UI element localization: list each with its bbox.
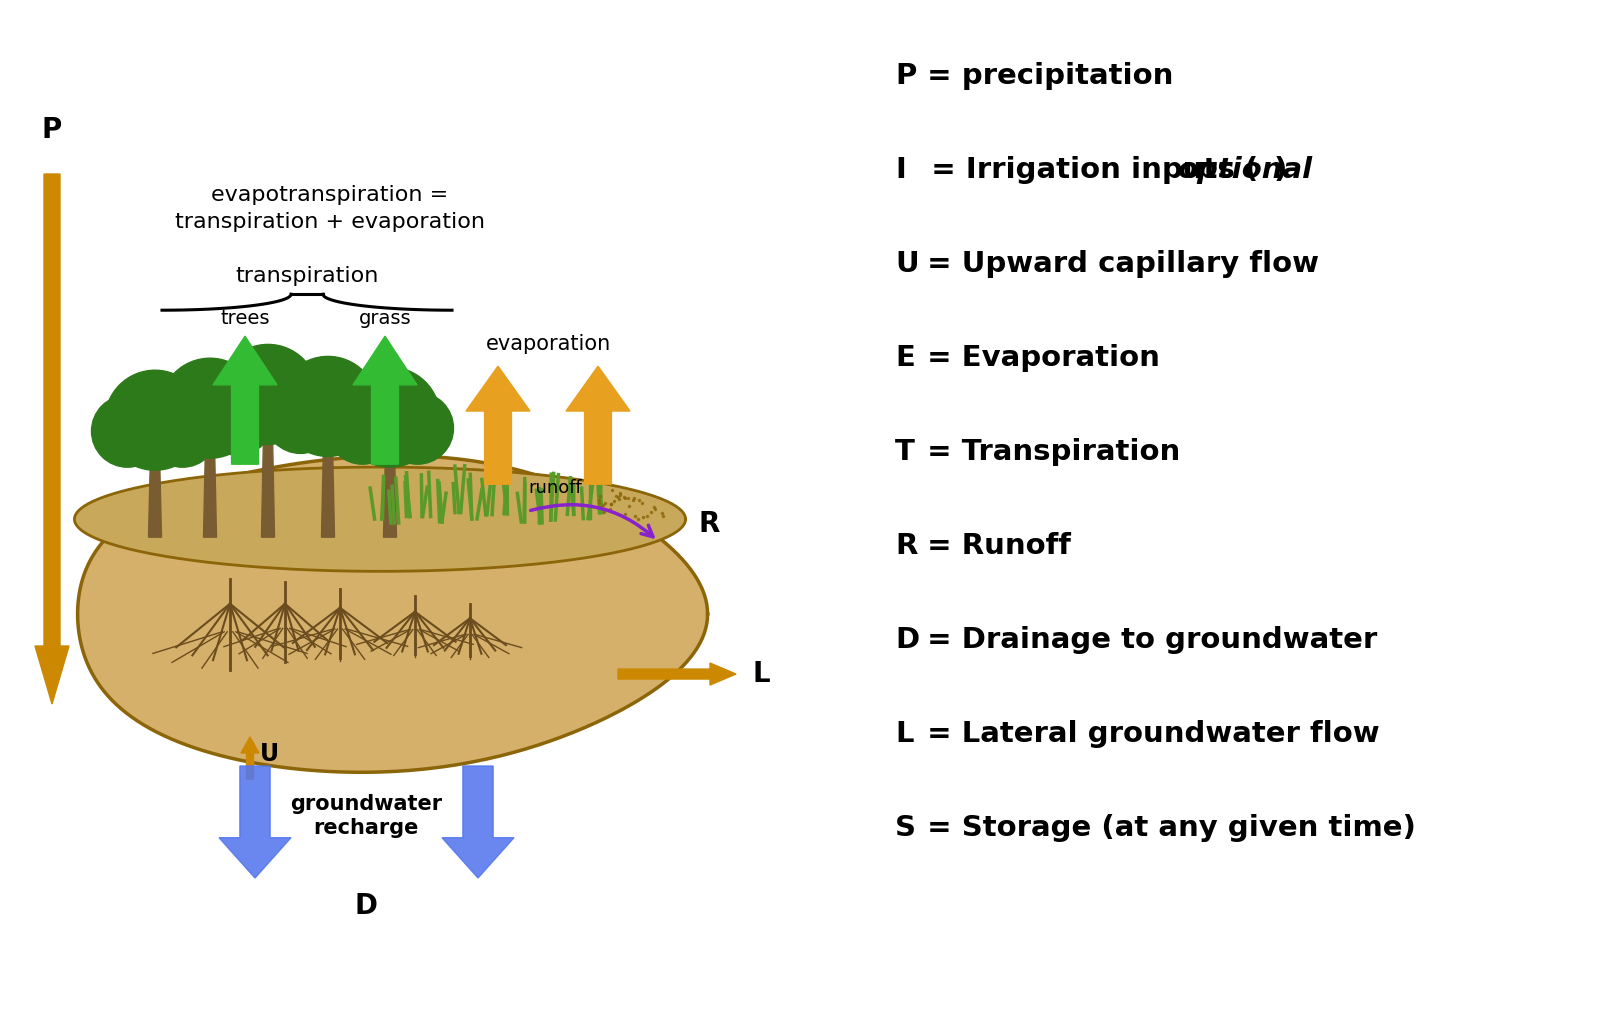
Polygon shape [261,437,274,537]
Text: = Storage (at any given time): = Storage (at any given time) [918,814,1415,842]
Text: R: R [699,510,720,538]
Text: groundwater
recharge: groundwater recharge [290,794,443,839]
Text: evapotranspiration =
transpiration + evaporation: evapotranspiration = transpiration + eva… [175,185,485,232]
Text: = precipitation: = precipitation [918,62,1174,90]
Circle shape [264,381,336,453]
Text: E: E [895,344,914,372]
Circle shape [159,358,259,458]
Text: = Lateral groundwater flow: = Lateral groundwater flow [918,720,1380,748]
Circle shape [327,392,399,464]
Polygon shape [465,366,530,485]
Text: grass: grass [359,309,411,329]
Polygon shape [353,337,417,464]
Circle shape [105,370,204,470]
Polygon shape [383,453,396,537]
Text: runoff: runoff [528,480,581,497]
Polygon shape [203,447,216,537]
Text: ): ) [1274,156,1286,184]
Circle shape [147,383,219,455]
Circle shape [201,383,274,455]
Circle shape [92,395,164,467]
Text: S: S [895,814,916,842]
Text: D: D [895,626,919,654]
FancyArrow shape [242,737,259,779]
Polygon shape [567,366,630,485]
Circle shape [204,369,277,441]
Text: U: U [259,742,279,766]
Circle shape [259,369,332,441]
Text: R: R [895,532,918,560]
FancyArrow shape [219,766,291,878]
FancyArrowPatch shape [531,505,654,536]
Circle shape [217,345,319,444]
Text: T: T [895,438,914,466]
Circle shape [319,381,391,453]
Text: P: P [895,62,916,90]
Text: = Transpiration: = Transpiration [918,438,1180,466]
Circle shape [147,395,219,467]
Text: D: D [354,892,377,920]
Polygon shape [148,455,161,537]
Polygon shape [77,455,708,773]
Text: = Evaporation: = Evaporation [918,344,1159,372]
Text: L: L [752,660,770,689]
Polygon shape [213,337,277,464]
Text: = Upward capillary flow: = Upward capillary flow [918,250,1319,278]
FancyArrow shape [35,174,69,704]
Text: transpiration: transpiration [235,267,378,286]
Text: L: L [895,720,913,748]
Polygon shape [322,445,335,537]
Circle shape [279,356,378,456]
Text: optional: optional [1179,156,1312,184]
Circle shape [340,367,440,467]
FancyArrow shape [443,766,514,878]
Text: = Runoff: = Runoff [918,532,1071,560]
Polygon shape [74,467,686,571]
Text: trees: trees [221,309,270,329]
FancyArrow shape [618,663,736,685]
Text: = Irrigation inputs (: = Irrigation inputs ( [911,156,1259,184]
Text: U: U [895,250,919,278]
Text: = Drainage to groundwater: = Drainage to groundwater [918,626,1377,654]
Text: I: I [895,156,906,184]
Circle shape [382,392,454,464]
Text: evaporation: evaporation [485,335,610,354]
Text: P: P [42,116,63,144]
